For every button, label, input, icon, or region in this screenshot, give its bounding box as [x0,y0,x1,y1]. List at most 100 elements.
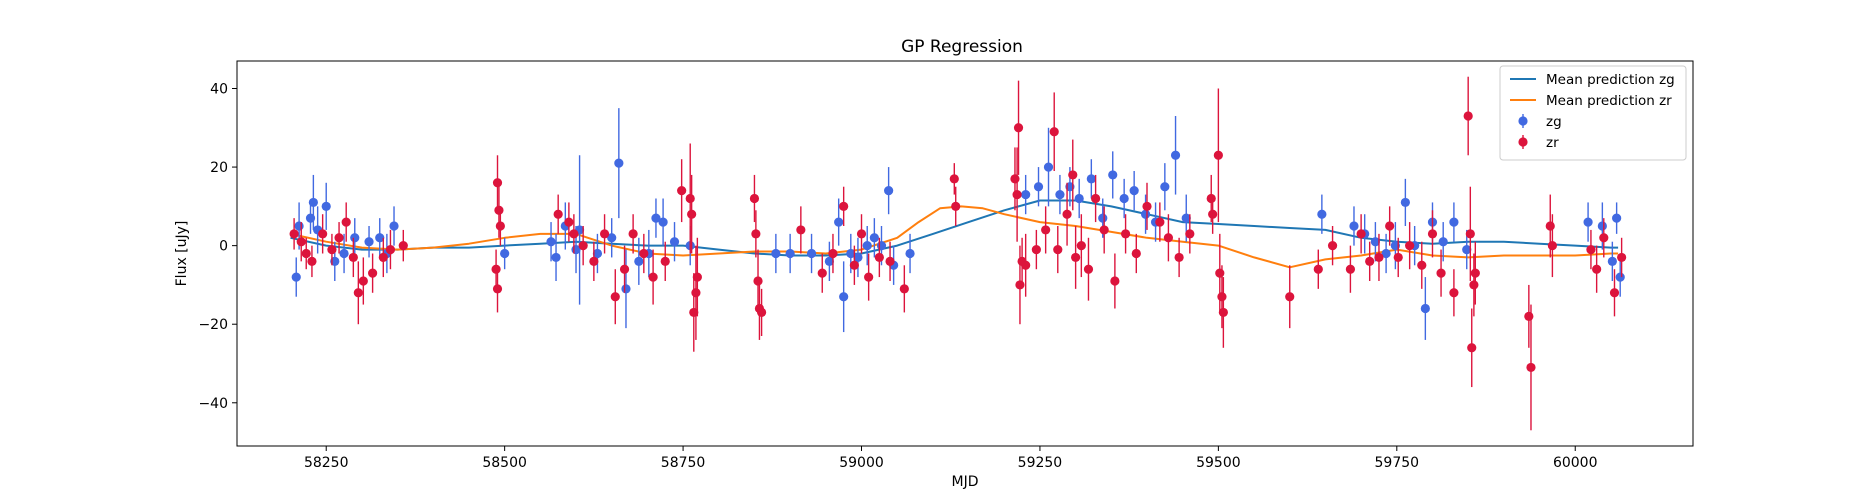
data-point-zr [348,237,358,278]
data-point-zr [358,257,368,305]
data-point-zr [899,265,909,313]
marker [348,252,358,263]
data-point-zr [1463,76,1473,156]
data-point-zg [350,218,360,258]
marker [771,248,781,259]
data-point-zr [1013,80,1024,175]
marker [1449,288,1459,298]
data-point-zg [785,233,795,274]
data-point-zg [839,261,849,333]
marker [1393,252,1403,263]
data-point-zr [1385,206,1395,246]
marker [1015,280,1025,290]
data-point-zg [339,233,349,274]
data-point-zr [828,233,838,274]
plot-frame [236,60,1694,447]
marker [1469,280,1479,290]
marker [492,284,503,294]
y-axis: −40 −20 0 20 40 [198,82,237,412]
marker [1615,272,1625,282]
data-point-zg [1612,202,1622,234]
data-point-zg [364,226,374,258]
marker [1160,182,1170,192]
series-zg [291,108,1625,340]
data-point-zg [869,218,879,258]
marker [1131,248,1141,259]
data-point-zr [353,261,363,325]
data-point-zg [389,206,399,246]
data-point-zr [677,159,687,223]
data-point-zr [751,210,761,258]
marker [1365,256,1375,266]
data-point-zr [1213,88,1223,223]
data-point-zr [1465,186,1475,281]
legend-item: Mean prediction zg [1510,72,1675,88]
x-tick-label: 58250 [304,455,349,471]
x-tick-label: 58500 [482,455,527,471]
marker [621,284,631,294]
data-point-zr [1062,182,1072,246]
data-point-zr [1185,214,1195,254]
marker [1062,209,1072,219]
y-tick-label: 0 [219,239,228,255]
legend-label: Mean prediction zr [1546,93,1672,109]
x-axis: 58250 58500 58750 59000 59250 59500 59750 60000 [304,446,1598,471]
data-point-zr [553,194,563,234]
marker [607,233,617,243]
data-point-zr [327,233,337,266]
marker [553,209,563,219]
data-point-zr [1208,194,1218,234]
data-point-zr [1599,218,1609,258]
data-point-zr [753,249,763,313]
data-point-zr [619,245,630,293]
data-point-zr [796,206,806,254]
marker [289,229,299,239]
marker [1385,221,1395,231]
marker [692,272,702,282]
chart-legend: Mean prediction zg Mean prediction zr zg zr [1499,65,1687,161]
data-point-zg [1170,116,1181,195]
marker [753,276,763,286]
marker [905,248,915,259]
marker [660,256,670,266]
marker [564,217,574,227]
marker [1545,221,1555,231]
data-point-zr [1469,253,1479,317]
marker [551,252,561,263]
data-point-zg [806,233,817,274]
marker [1356,229,1366,239]
marker [651,213,661,223]
marker [1583,217,1593,227]
data-point-zr [1012,147,1022,242]
data-point-zr [1041,206,1051,254]
data-point-zg [291,257,301,297]
data-point-zr [839,186,849,226]
marker [569,229,579,239]
marker [385,244,396,255]
data-point-zg [321,182,331,230]
marker [364,237,374,247]
x-tick-label: 59750 [1375,455,1420,471]
data-point-zg [1400,178,1410,226]
marker [1313,264,1323,274]
x-axis-label: MJD [952,474,979,490]
data-point-zg [375,218,385,258]
marker [546,237,556,247]
data-point-zr [1427,210,1438,258]
marker [291,272,301,282]
data-point-zr [648,249,658,305]
data-point-zg [1349,206,1359,246]
data-point-zr [756,288,767,336]
data-point-zr [1617,237,1627,278]
chart-title: GP Regression [901,37,1023,57]
data-point-zr [492,265,503,313]
data-point-zg [1043,127,1054,207]
data-point-zg [551,233,561,281]
data-point-zr [1285,265,1295,329]
marker [648,272,658,282]
marker [658,217,668,227]
marker [876,241,887,251]
data-point-zr [1163,214,1174,262]
marker [1327,241,1338,251]
marker [1208,209,1218,219]
